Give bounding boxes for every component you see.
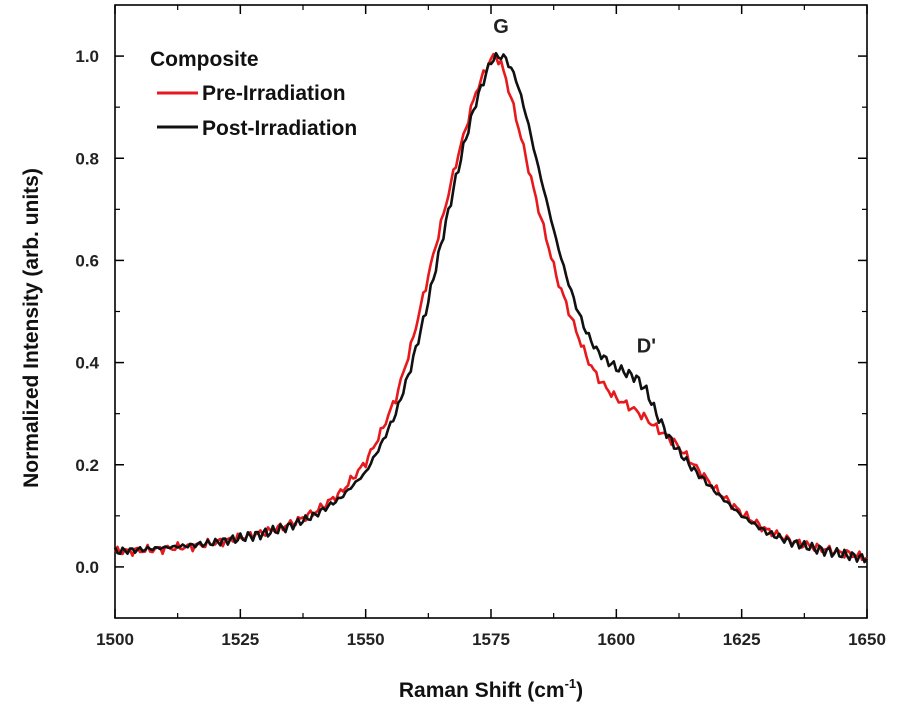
plot-area: 1500 1525 1550 1575 1600 1625 1650 0.00.20.40.… <box>75 4 886 649</box>
y-tick-label: 0.8 <box>75 149 99 168</box>
x-tick-label: 1625 <box>723 630 761 649</box>
y-tick-label: 0.2 <box>75 456 99 475</box>
legend-label-post-irradiation: Post-Irradiation <box>202 117 357 140</box>
x-axis-title: Raman Shift (cm-1) <box>399 676 583 702</box>
annotation-label: G <box>493 16 509 38</box>
y-axis-title: Normalized Intensity (arb. units) <box>20 168 43 488</box>
y-tick-label: 0.4 <box>75 354 99 373</box>
y-tick-label: 0.0 <box>75 558 99 577</box>
x-tick-label: 1650 <box>848 630 886 649</box>
x-axis-title-main: Raman Shift (cm <box>399 679 565 702</box>
legend-label-pre-irradiation: Pre-Irradiation <box>202 82 346 105</box>
x-axis-ticks: 1500 1525 1550 1575 1600 1625 1650 <box>96 5 886 649</box>
series-layer <box>113 51 869 564</box>
y-tick-label: 0.6 <box>75 251 99 270</box>
y-axis-ticks: 0.0 0.2 0.4 0.6 0.8 1.0 <box>75 47 867 577</box>
series-line-post-irradiation <box>113 51 869 564</box>
x-tick-label: 1525 <box>221 630 259 649</box>
x-tick-label: 1600 <box>597 630 635 649</box>
x-axis-title-sup: -1 <box>565 676 577 691</box>
x-tick-label: 1500 <box>96 630 134 649</box>
annotation-layer: G D' <box>493 16 656 357</box>
x-axis-title-end: ) <box>576 679 583 702</box>
y-tick-label: 1.0 <box>75 47 99 66</box>
x-tick-label: 1575 <box>472 630 510 649</box>
annotation-label: D' <box>637 335 656 357</box>
x-tick-label: 1550 <box>347 630 385 649</box>
legend: Composite Pre-Irradiation Post-Irradiati… <box>150 48 357 140</box>
legend-title: Composite <box>150 48 259 71</box>
